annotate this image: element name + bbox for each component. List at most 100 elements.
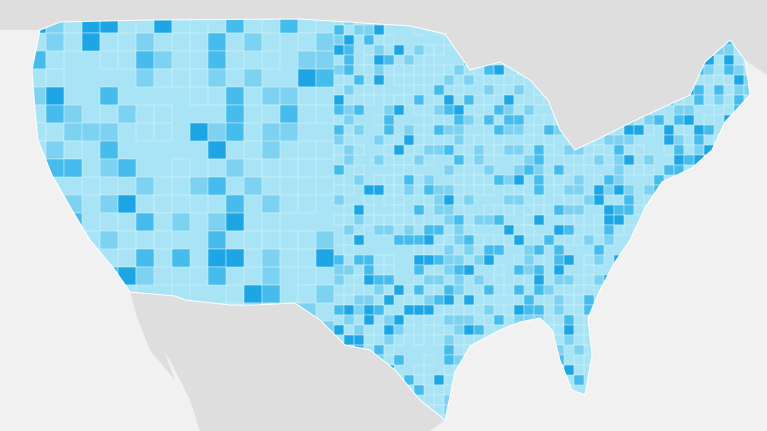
- county: [453, 334, 465, 346]
- county: [713, 74, 725, 86]
- county: [261, 104, 281, 124]
- county: [693, 304, 705, 316]
- county: [483, 84, 495, 96]
- county: [643, 404, 655, 416]
- county: [663, 184, 675, 196]
- county: [573, 184, 585, 196]
- county: [693, 144, 705, 156]
- county: [593, 304, 605, 316]
- county: [473, 144, 485, 156]
- county: [453, 414, 465, 420]
- county: [733, 164, 745, 176]
- county: [553, 324, 565, 336]
- county: [483, 124, 495, 136]
- county: [563, 204, 575, 216]
- county: [333, 34, 345, 46]
- county: [423, 194, 435, 206]
- county: [393, 184, 405, 196]
- county: [453, 234, 465, 246]
- county: [463, 244, 475, 256]
- county: [683, 144, 695, 156]
- county: [754, 415, 764, 425]
- county: [563, 164, 575, 176]
- county: [573, 274, 585, 286]
- county: [473, 214, 485, 226]
- county: [533, 124, 545, 136]
- county: [423, 374, 435, 386]
- county: [653, 244, 665, 256]
- county: [573, 304, 585, 316]
- county: [483, 354, 495, 366]
- county: [563, 334, 575, 346]
- county: [413, 364, 425, 376]
- county: [613, 184, 625, 196]
- county: [723, 414, 735, 420]
- county: [603, 134, 615, 146]
- county: [503, 84, 515, 96]
- county: [513, 394, 525, 406]
- county: [683, 104, 695, 116]
- county: [493, 334, 505, 346]
- county: [363, 84, 375, 96]
- county: [533, 214, 545, 226]
- county: [393, 354, 405, 366]
- county: [383, 144, 395, 156]
- county: [754, 295, 764, 305]
- county: [483, 414, 495, 420]
- county: [573, 364, 585, 376]
- county: [663, 284, 675, 296]
- county: [603, 294, 615, 306]
- county: [693, 314, 705, 326]
- county: [493, 84, 505, 96]
- county: [723, 304, 735, 316]
- county: [743, 254, 750, 266]
- county: [443, 234, 455, 246]
- county: [573, 194, 585, 206]
- county: [423, 114, 435, 126]
- county: [373, 274, 385, 286]
- county: [189, 176, 209, 196]
- county: [433, 184, 445, 196]
- county: [523, 264, 535, 276]
- county: [723, 94, 735, 106]
- county: [733, 254, 745, 266]
- county: [413, 274, 425, 286]
- county: [623, 404, 635, 416]
- county: [713, 364, 725, 376]
- county: [135, 50, 155, 70]
- county: [483, 254, 495, 266]
- county: [523, 134, 535, 146]
- county: [723, 254, 735, 266]
- county: [563, 274, 575, 286]
- county: [453, 184, 465, 196]
- county: [135, 68, 155, 88]
- county: [261, 266, 281, 286]
- county: [423, 284, 435, 296]
- county: [723, 224, 735, 236]
- county: [723, 124, 735, 136]
- county: [653, 304, 665, 316]
- county: [333, 104, 345, 116]
- county: [583, 254, 595, 266]
- county: [45, 194, 65, 214]
- county: [743, 144, 750, 156]
- county: [603, 324, 615, 336]
- county: [743, 164, 750, 176]
- county: [433, 264, 445, 276]
- county: [117, 374, 137, 394]
- county: [297, 104, 317, 124]
- county: [333, 114, 345, 126]
- county: [583, 224, 595, 236]
- county: [353, 204, 365, 216]
- county: [563, 234, 575, 246]
- county: [673, 414, 685, 420]
- county: [523, 204, 535, 216]
- county: [683, 154, 695, 166]
- county: [261, 230, 281, 250]
- county: [261, 176, 281, 196]
- county: [663, 414, 675, 420]
- county: [463, 74, 475, 86]
- county: [703, 414, 715, 420]
- county: [533, 194, 545, 206]
- county: [463, 234, 475, 246]
